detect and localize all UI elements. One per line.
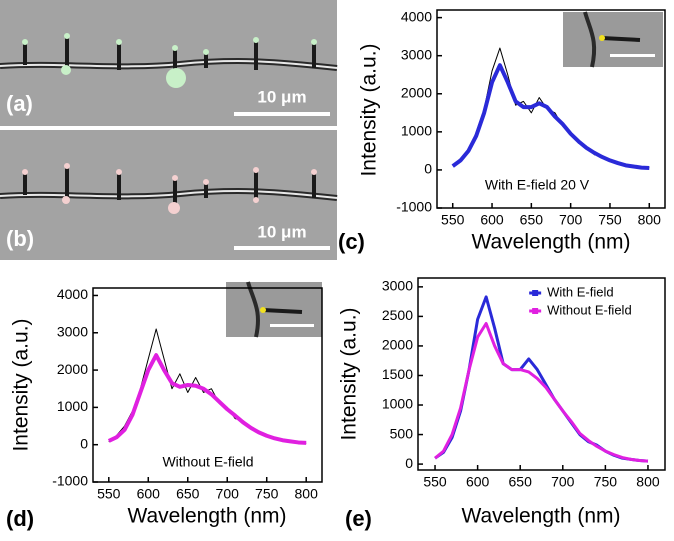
legend-label: With E-field (547, 284, 613, 299)
micrograph-b (0, 130, 338, 260)
x-tick-label: 750 (594, 474, 618, 490)
x-axis-title: Wavelength (nm) (461, 505, 620, 528)
legend-marker (532, 290, 539, 296)
x-tick-label: 550 (441, 212, 465, 228)
x-axis-title: Wavelength (nm) (471, 231, 630, 254)
series-line (108, 328, 307, 444)
y-tick-label: 0 (424, 161, 432, 177)
y-tick-label: 1000 (382, 396, 413, 412)
x-tick-label: 650 (509, 474, 533, 490)
x-tick-label: 650 (520, 212, 544, 228)
y-tick-label: 500 (390, 425, 414, 441)
series-line (107, 353, 307, 445)
y-axis-title: Intensity (a.u.) (10, 318, 33, 451)
plot-frame (92, 287, 323, 483)
x-tick-label: 600 (466, 474, 490, 490)
x-tick-label: 550 (423, 474, 447, 490)
y-tick-label: 0 (80, 435, 88, 451)
legend-label: Without E-field (547, 302, 632, 317)
panel-label: (e) (345, 506, 372, 531)
panel-label: (c) (338, 229, 365, 254)
panel-label: (a) (6, 91, 33, 116)
panel-label: (d) (6, 506, 34, 531)
y-tick-label: 2000 (401, 84, 432, 100)
x-tick-label: 650 (176, 486, 200, 502)
y-tick-label: 4000 (401, 8, 432, 24)
y-axis-title: Intensity (a.u.) (358, 43, 381, 176)
y-tick-label: 1500 (382, 366, 413, 382)
y-tick-label: 1000 (57, 398, 88, 414)
scale-bar-label: 10 μm (257, 87, 306, 106)
annotation: With E-field 20 V (485, 177, 590, 193)
y-tick-label: -1000 (396, 199, 432, 215)
y-tick-label: 2500 (382, 307, 413, 323)
y-tick-label: 0 (405, 455, 413, 471)
micrograph-a (0, 0, 338, 126)
y-tick-label: 3000 (57, 323, 88, 339)
annotation: Without E-field (162, 454, 253, 470)
y-tick-label: 4000 (57, 286, 88, 302)
x-tick-label: 700 (551, 474, 575, 490)
x-tick-label: 700 (559, 212, 583, 228)
y-tick-label: -1000 (52, 473, 88, 489)
y-tick-label: 2000 (382, 337, 413, 353)
x-tick-label: 750 (598, 212, 622, 228)
x-tick-label: 600 (137, 486, 161, 502)
x-tick-label: 800 (638, 212, 662, 228)
y-tick-label: 3000 (382, 278, 413, 294)
inset-image (563, 11, 663, 68)
x-tick-label: 600 (480, 212, 504, 228)
scale-bar-label: 10 μm (257, 222, 306, 241)
plot-frame (436, 9, 666, 209)
y-tick-label: 3000 (401, 46, 432, 62)
x-tick-label: 700 (216, 486, 240, 502)
x-axis-title: Wavelength (nm) (127, 505, 286, 528)
x-tick-label: 800 (636, 474, 660, 490)
plot-frame (417, 277, 666, 471)
y-tick-label: 2000 (57, 361, 88, 377)
y-tick-label: 1000 (401, 123, 432, 139)
inset-image (226, 281, 322, 338)
series-line (451, 63, 650, 171)
x-tick-label: 800 (295, 486, 319, 502)
legend-marker (532, 308, 539, 314)
panel-label: (b) (6, 226, 34, 251)
series-line (434, 321, 649, 463)
x-tick-label: 550 (97, 486, 121, 502)
y-axis-title: Intensity (a.u.) (338, 307, 361, 440)
x-tick-label: 750 (255, 486, 279, 502)
